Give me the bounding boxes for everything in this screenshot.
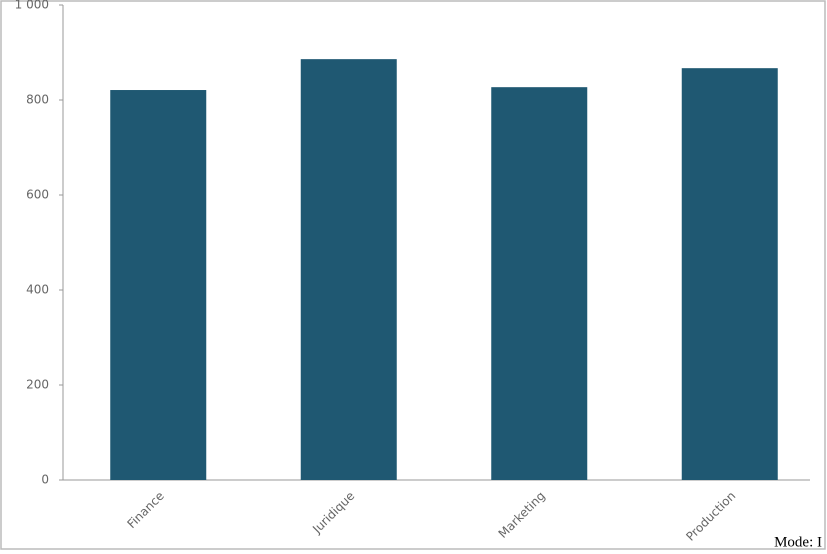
bar [491, 87, 588, 481]
bar [110, 90, 207, 481]
y-tick-label: 200 [26, 378, 49, 392]
y-tick-label: 0 [41, 473, 49, 487]
y-tick-label: 1 000 [15, 0, 49, 12]
bar [300, 59, 397, 481]
y-tick-label: 600 [26, 188, 49, 202]
mode-label: Mode: I [774, 534, 822, 550]
bar [681, 68, 778, 481]
y-tick-label: 800 [26, 93, 49, 107]
y-tick-label: 400 [26, 283, 49, 297]
